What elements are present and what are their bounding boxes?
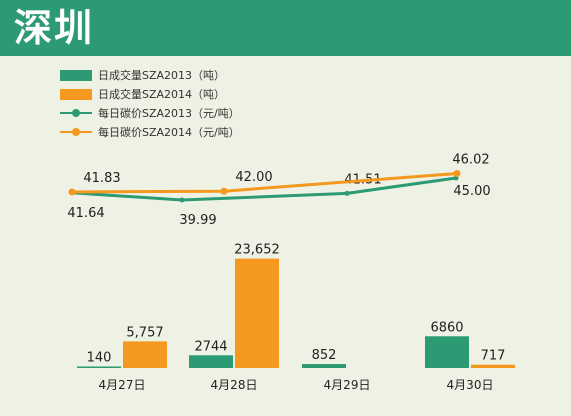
bar (189, 355, 233, 368)
bar (123, 341, 167, 368)
series-line (71, 176, 457, 202)
bar-value-label: 2744 (194, 339, 227, 354)
line-value-label: 41.64 (67, 206, 104, 221)
bar-value-label: 140 (87, 351, 112, 366)
bar-value-label: 852 (312, 348, 337, 363)
x-tick-label: 4月29日 (324, 378, 371, 392)
line-point (453, 170, 461, 178)
bar (302, 364, 346, 368)
title-bar: 深圳 (0, 0, 571, 56)
line-point (179, 197, 185, 203)
bar-value-label: 717 (481, 349, 506, 364)
page-title: 深圳 (14, 6, 95, 50)
line-value-label: 42.00 (235, 170, 272, 185)
legend-marker-orange (72, 128, 80, 136)
line-point (344, 190, 350, 196)
line-value-label: 41.83 (83, 171, 120, 186)
line-value-label: 46.02 (452, 153, 489, 168)
legend-label: 日成交量SZA2013（吨） (98, 69, 226, 82)
x-tick-label: 4月28日 (211, 378, 258, 392)
x-tick-label: 4月30日 (447, 378, 494, 392)
x-tick-label: 4月27日 (99, 378, 146, 392)
legend-swatch-orange (60, 89, 92, 100)
bar (425, 336, 469, 368)
legend-marker-green (72, 109, 80, 117)
legend-label: 日成交量SZA2014（吨） (98, 88, 226, 101)
legend-label: 每日碳价SZA2014（元/吨） (98, 126, 240, 139)
bar-value-label: 23,652 (234, 243, 280, 258)
bar-value-label: 5,757 (126, 325, 163, 340)
line-point (68, 188, 76, 196)
line-value-label: 45.00 (453, 184, 490, 199)
legend-label: 每日碳价SZA2013（元/吨） (98, 107, 240, 120)
line-point (220, 187, 228, 195)
bar (235, 258, 279, 368)
bar-value-label: 6860 (430, 320, 463, 335)
line-value-label: 39.99 (179, 213, 216, 228)
bar (77, 366, 121, 368)
legend-swatch-green (60, 70, 92, 81)
bar (471, 364, 515, 368)
